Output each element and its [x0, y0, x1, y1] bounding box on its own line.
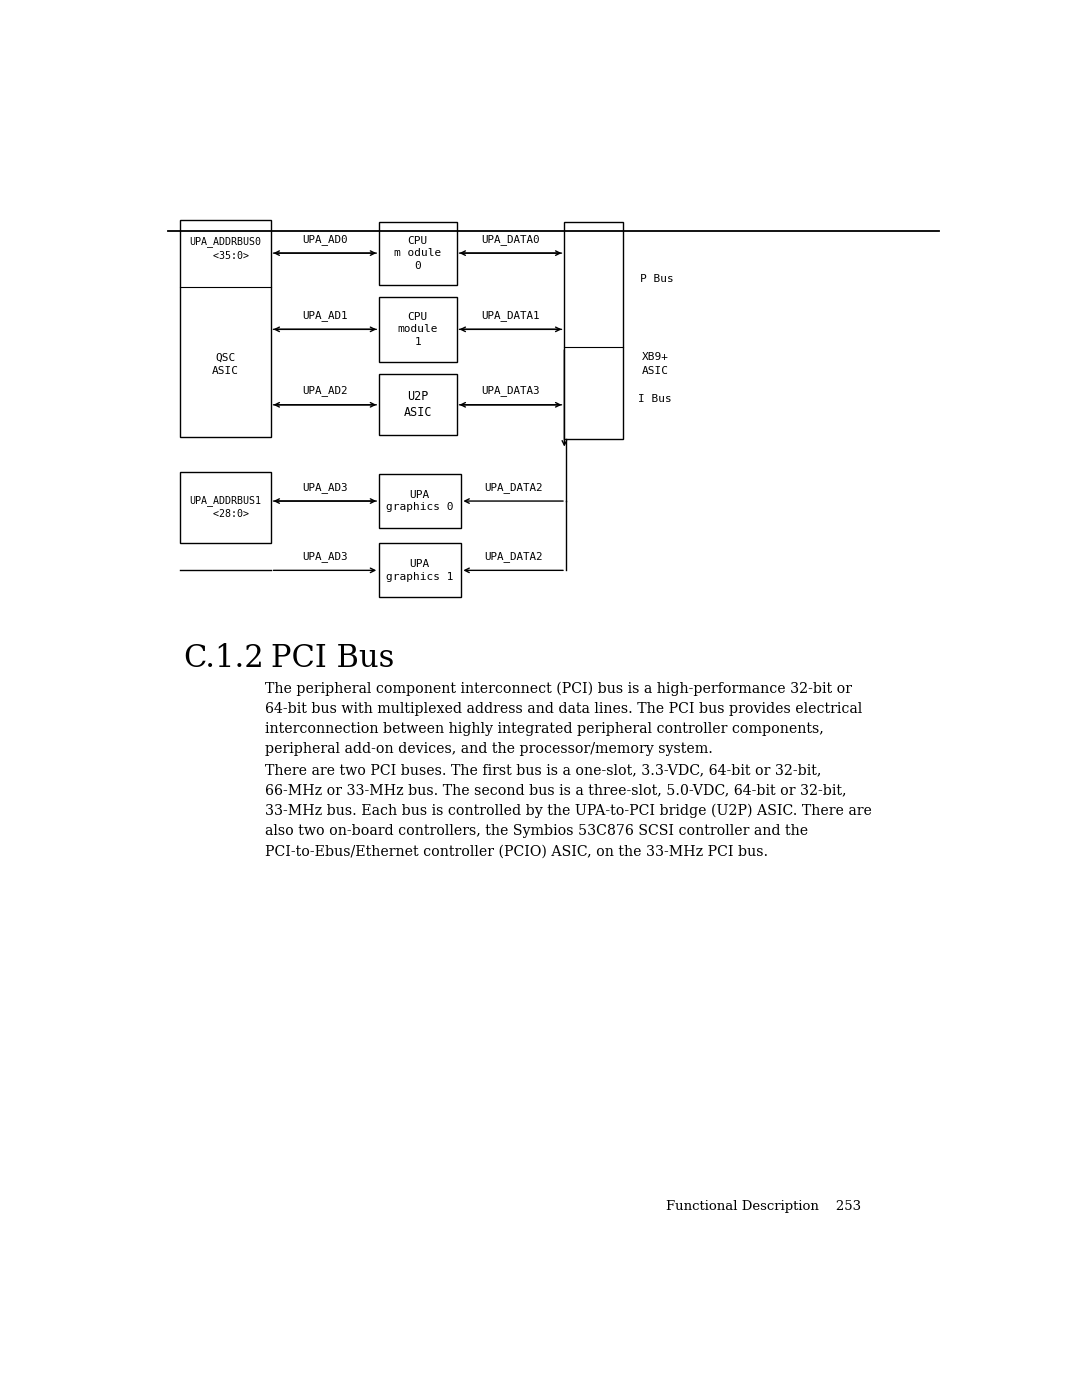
Text: P Bus: P Bus [639, 274, 674, 285]
Bar [180, 472, 271, 543]
Text: QSC
ASIC: QSC ASIC [212, 352, 239, 376]
Text: PCI Bus: PCI Bus [271, 643, 395, 675]
Bar [379, 374, 457, 434]
Text: UPA_DATA0: UPA_DATA0 [482, 233, 540, 244]
Text: UPA_AD3: UPA_AD3 [302, 482, 348, 493]
Text: UPA_AD3: UPA_AD3 [302, 550, 348, 562]
Text: The peripheral component interconnect (PCI) bus is a high-performance 32-bit or
: The peripheral component interconnect (P… [265, 682, 862, 756]
Text: UPA_DATA3: UPA_DATA3 [482, 386, 540, 397]
Text: UPA_DATA2: UPA_DATA2 [484, 482, 542, 493]
Text: UPA_DATA1: UPA_DATA1 [482, 310, 540, 321]
Bar [379, 474, 460, 528]
Text: U2P
ASIC: U2P ASIC [404, 390, 432, 419]
Text: UPA_AD0: UPA_AD0 [302, 233, 348, 244]
Text: UPA_ADDRBUS0
  <35:0>: UPA_ADDRBUS0 <35:0> [189, 236, 261, 261]
Text: CPU
module
1: CPU module 1 [397, 312, 438, 346]
Text: XB9+
ASIC: XB9+ ASIC [642, 352, 669, 376]
Bar [379, 543, 460, 598]
Text: C.1.2: C.1.2 [184, 643, 265, 675]
Text: UPA_ADDRBUS1
  <28:0>: UPA_ADDRBUS1 <28:0> [189, 495, 261, 520]
Text: UPA_DATA2: UPA_DATA2 [484, 550, 542, 562]
Bar [180, 219, 271, 437]
Text: UPA_AD2: UPA_AD2 [302, 386, 348, 397]
Text: Functional Description    253: Functional Description 253 [666, 1200, 862, 1213]
Text: UPA_AD1: UPA_AD1 [302, 310, 348, 321]
Text: CPU
m odule
0: CPU m odule 0 [394, 236, 442, 271]
Text: I Bus: I Bus [638, 394, 672, 404]
Bar [379, 298, 457, 362]
Text: There are two PCI buses. The first bus is a one-slot, 3.3-VDC, 64-bit or 32-bit,: There are two PCI buses. The first bus i… [265, 764, 872, 858]
Text: UPA
graphics 0: UPA graphics 0 [386, 490, 454, 513]
Bar [565, 222, 623, 439]
Text: UPA
graphics 1: UPA graphics 1 [386, 559, 454, 581]
Bar [379, 222, 457, 285]
